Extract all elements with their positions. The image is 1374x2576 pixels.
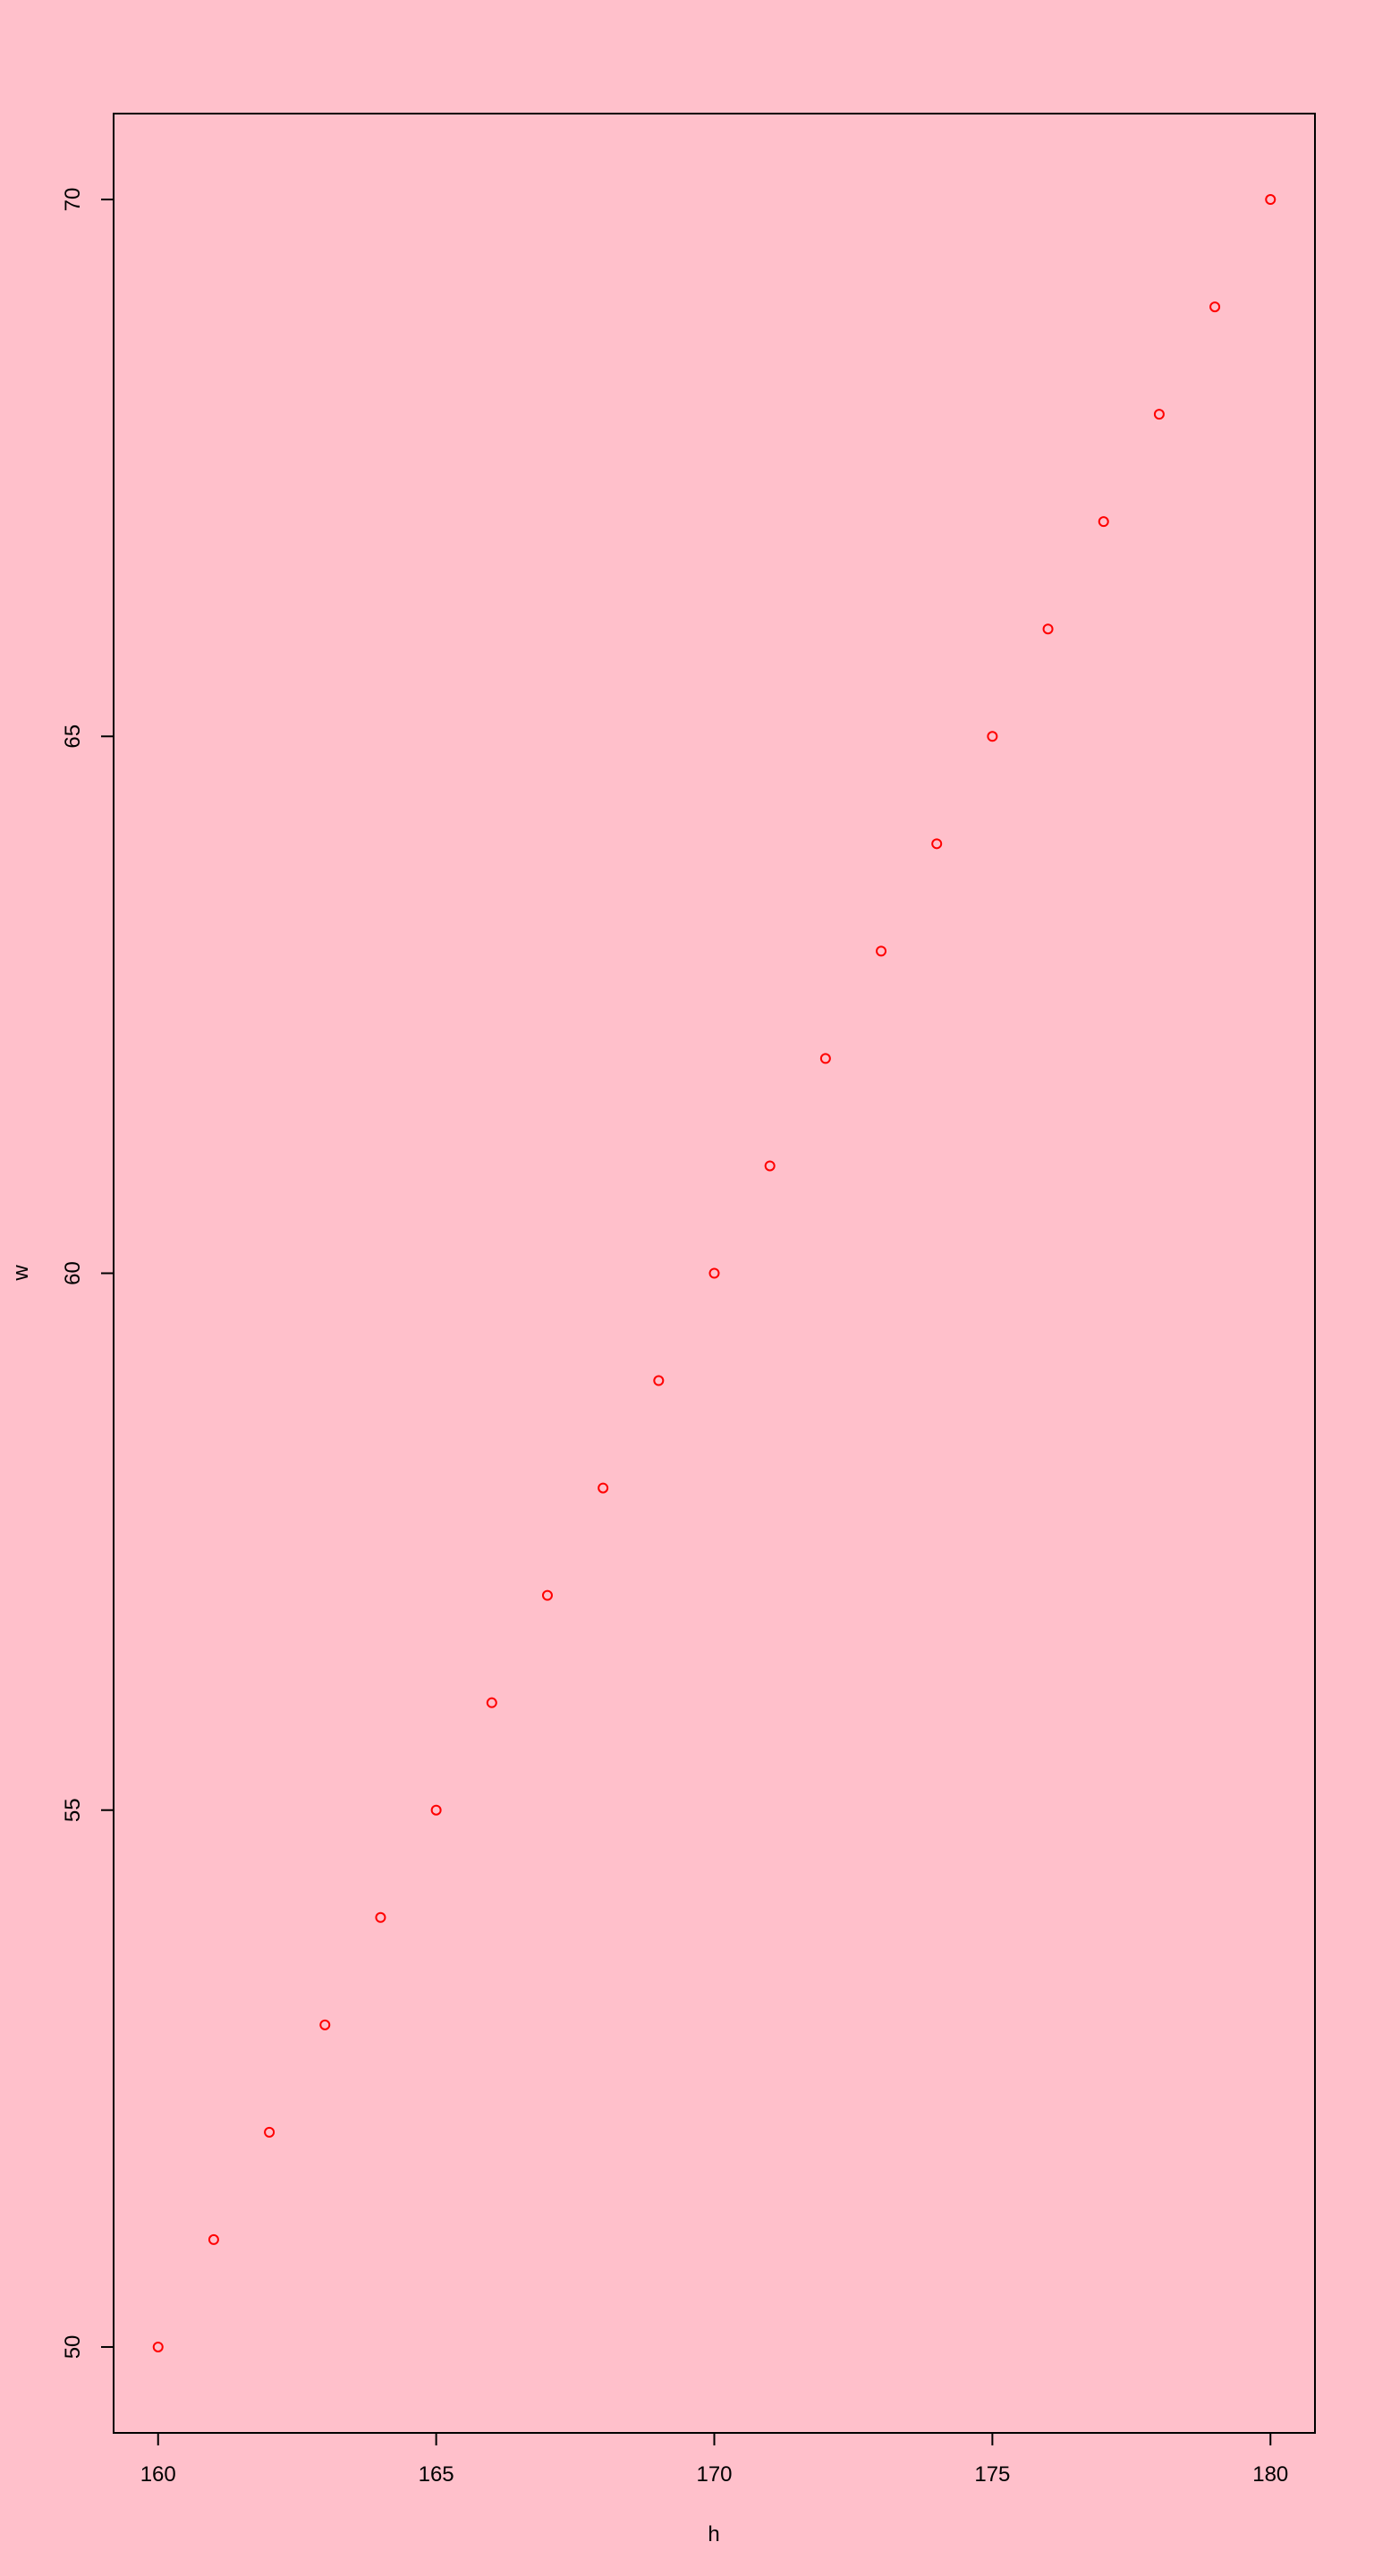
y-axis-title: w [9, 1265, 33, 1282]
data-points [152, 194, 1276, 2352]
x-tick-label: 160 [140, 2462, 176, 2487]
data-point [264, 2126, 276, 2138]
x-tick-label: 175 [974, 2462, 1010, 2487]
data-point [152, 2341, 164, 2352]
x-tick-label: 165 [419, 2462, 454, 2487]
data-point [1209, 301, 1221, 313]
data-point [375, 1911, 386, 1923]
data-point [486, 1697, 497, 1708]
data-point [1265, 194, 1276, 206]
data-point [541, 1589, 553, 1601]
data-point [653, 1375, 665, 1386]
data-point [819, 1053, 831, 1064]
data-point [319, 2019, 331, 2030]
data-point [1098, 516, 1109, 528]
data-point [208, 2233, 219, 2245]
x-tick-label: 170 [696, 2462, 732, 2487]
y-axis: 50 55 60 65 70 [61, 188, 114, 2360]
x-tick-label: 180 [1252, 2462, 1288, 2487]
y-tick-label: 55 [61, 1798, 85, 1822]
x-axis: 160 165 170 175 180 [140, 2432, 1288, 2487]
data-point [598, 1482, 609, 1494]
data-point [764, 1160, 776, 1172]
data-point [876, 945, 887, 957]
data-point [987, 731, 998, 742]
y-tick-label: 70 [61, 188, 85, 212]
data-point [708, 1267, 720, 1279]
data-point [1153, 409, 1165, 420]
y-tick-label: 60 [61, 1261, 85, 1285]
data-point [430, 1804, 442, 1816]
x-axis-title: h [708, 2522, 719, 2546]
y-tick-label: 65 [61, 724, 85, 749]
data-point [1042, 623, 1054, 635]
y-tick-label: 50 [61, 2335, 85, 2360]
data-point [931, 838, 943, 850]
